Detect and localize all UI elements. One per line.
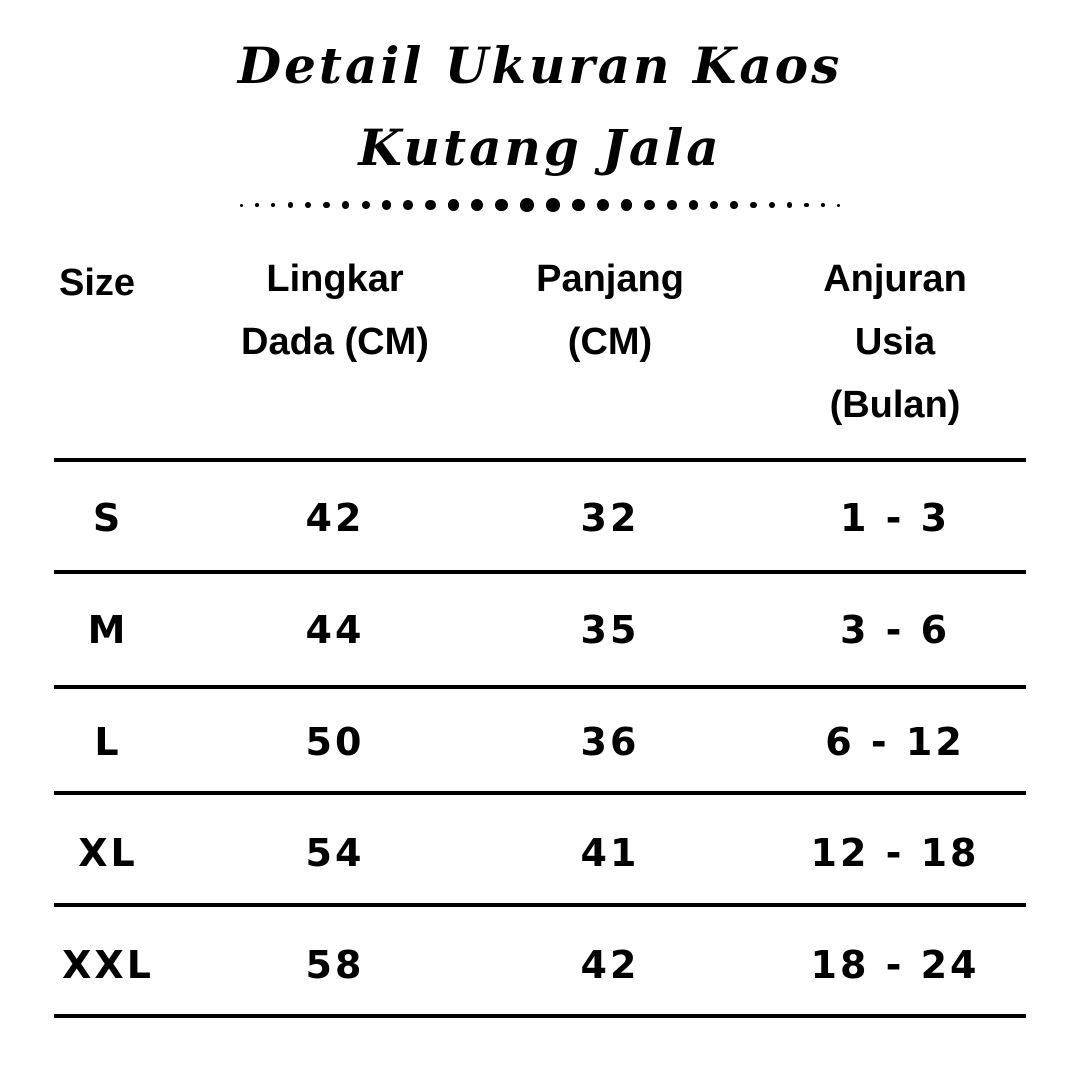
column-header-text: Anjuran [823, 258, 967, 300]
dot [820, 203, 825, 207]
dot [571, 198, 585, 212]
dot [425, 199, 436, 211]
column-header: Lingkar Dada (CM) [185, 248, 485, 374]
dot [836, 203, 840, 207]
size-cell: M [87, 608, 129, 652]
row-divider [54, 458, 1026, 462]
row-divider [54, 1014, 1026, 1018]
column-header-text: (CM) [567, 321, 653, 363]
title-line-1: Detail Ukuran Kaos [237, 36, 843, 95]
column-header: Panjang (CM) [460, 248, 760, 374]
value-cell: 12 - 18 [810, 831, 980, 875]
value-cell: 54 [305, 831, 365, 875]
size-cell: L [94, 720, 122, 764]
title-line-2: Kutang Jala [358, 118, 722, 177]
dot [361, 200, 370, 210]
dot [666, 200, 677, 210]
dot [620, 199, 633, 211]
dot [270, 202, 276, 208]
dot [447, 199, 460, 211]
value-cell: 6 - 12 [825, 720, 965, 764]
value-cell: 36 [580, 720, 640, 764]
value-cell: 41 [580, 831, 640, 875]
dot [688, 200, 698, 210]
dot [471, 198, 484, 212]
dot [287, 202, 293, 208]
dot [768, 201, 775, 209]
dot [804, 202, 809, 208]
column-header: Size [0, 252, 247, 315]
value-cell: 42 [580, 943, 640, 987]
column-header-text: Dada (CM) [241, 321, 429, 363]
dot [644, 199, 655, 211]
value-cell: 58 [305, 943, 365, 987]
dot [596, 198, 609, 212]
column-header-text: Usia [854, 321, 936, 363]
value-cell: 1 - 3 [839, 496, 951, 540]
dot [709, 200, 719, 210]
column-header-text: Size [58, 262, 136, 304]
dot [750, 201, 757, 209]
dot [520, 198, 534, 212]
dot [255, 203, 259, 207]
dot [323, 201, 330, 209]
dot [403, 200, 413, 210]
column-header: Anjuran Usia (Bulan) [745, 248, 1045, 437]
size-cell: S [92, 496, 124, 540]
dot [495, 198, 509, 212]
size-cell: XXL [62, 943, 154, 987]
row-divider [54, 685, 1026, 689]
value-cell: 35 [580, 608, 640, 652]
value-cell: 3 - 6 [839, 608, 951, 652]
value-cell: 18 - 24 [810, 943, 980, 987]
row-divider [54, 903, 1026, 907]
dot [240, 203, 243, 207]
value-cell: 44 [305, 608, 365, 652]
dot [381, 200, 391, 210]
dot [730, 201, 738, 209]
row-divider [54, 570, 1026, 574]
dot [341, 201, 350, 209]
value-cell: 42 [305, 496, 365, 540]
column-header-text: (Bulan) [829, 384, 961, 426]
size-cell: XL [78, 831, 138, 875]
column-header-text: Panjang [536, 258, 684, 300]
value-cell: 50 [305, 720, 365, 764]
dot [545, 198, 560, 212]
row-divider [54, 791, 1026, 795]
column-header-text: Lingkar [266, 258, 404, 300]
dot [304, 201, 311, 209]
value-cell: 32 [580, 496, 640, 540]
dot [787, 202, 793, 208]
dotted-divider [240, 195, 840, 215]
